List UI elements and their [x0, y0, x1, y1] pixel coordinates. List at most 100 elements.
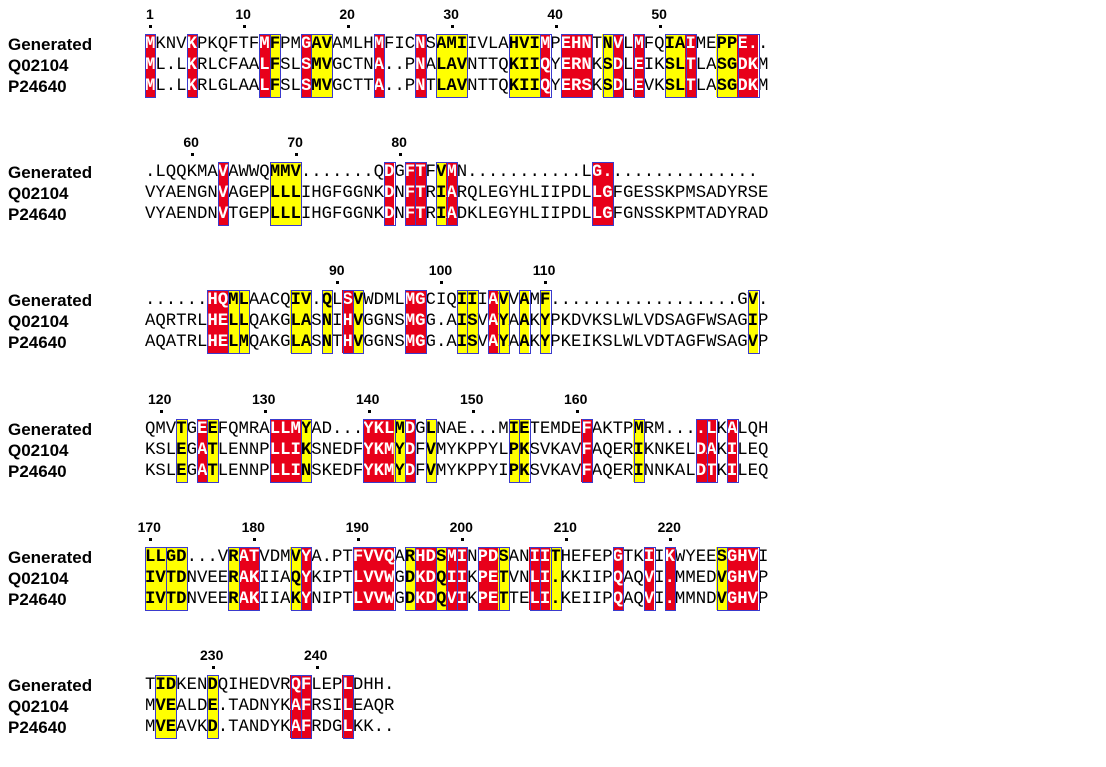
residue: K: [186, 76, 197, 97]
residue: K: [456, 441, 468, 460]
alignment-block: 170 180 190 200 210 220 Generated LLGD...VRATVD…: [0, 519, 1106, 639]
residue: D: [571, 184, 582, 203]
residue: E: [165, 717, 177, 738]
residue: L: [529, 568, 540, 589]
residue: Y: [363, 461, 374, 482]
residue: V: [747, 332, 759, 353]
residue: .: [602, 291, 613, 310]
residue: I: [539, 568, 551, 589]
residue: S: [311, 441, 322, 460]
residue: L: [581, 184, 592, 203]
residue: G: [394, 569, 405, 588]
residue: I: [529, 547, 540, 568]
residue: L: [498, 441, 509, 460]
residue: K: [290, 589, 301, 610]
residue: T: [550, 547, 561, 568]
residue: T: [352, 77, 364, 96]
residue: N: [519, 569, 530, 588]
residue: S: [716, 333, 727, 352]
residue: L: [529, 184, 540, 203]
residue: E: [248, 676, 260, 695]
residue: .: [571, 163, 582, 182]
residue: S: [342, 290, 353, 311]
residue: A: [508, 312, 520, 331]
residue: .: [622, 291, 634, 310]
residue: H: [311, 184, 322, 203]
residue: T: [228, 718, 239, 737]
residue: R: [228, 589, 239, 610]
residue: N: [467, 548, 478, 567]
residue: I: [519, 76, 530, 97]
residue: A: [446, 183, 457, 204]
residue: N: [394, 205, 405, 224]
residue: N: [196, 676, 208, 695]
residue: E: [228, 462, 239, 481]
residue: A: [248, 77, 260, 96]
residue: L: [435, 55, 447, 76]
residue: .: [737, 163, 748, 182]
residue: .: [498, 163, 509, 182]
residue: V: [747, 568, 759, 589]
residue: H: [363, 676, 374, 695]
residue: K: [716, 441, 727, 460]
residue: .: [467, 163, 478, 182]
residue: I: [321, 590, 333, 609]
sequence-name: P24640: [8, 77, 67, 96]
residue: .: [695, 291, 707, 310]
residue: Y: [363, 440, 374, 461]
residue: D: [321, 718, 333, 737]
residue: A: [560, 441, 572, 460]
residue: K: [571, 569, 582, 588]
residue: G: [415, 420, 426, 439]
residue: G: [737, 312, 748, 331]
residue: M: [654, 420, 665, 439]
residue: A: [176, 697, 187, 716]
residue: A: [726, 333, 738, 352]
residue: E: [747, 441, 759, 460]
residue: V: [373, 589, 385, 610]
residue: .: [539, 163, 551, 182]
residue: Q: [633, 590, 644, 609]
residue: F: [404, 204, 416, 225]
residue: E: [487, 589, 499, 610]
residue: L: [477, 205, 488, 224]
residue: P: [602, 569, 613, 588]
residue: A: [145, 333, 156, 352]
residue: K: [321, 462, 333, 481]
residue: L: [612, 333, 623, 352]
residue: F: [695, 333, 707, 352]
residue: D: [342, 462, 353, 481]
residue: I: [456, 34, 468, 55]
residue: A: [238, 568, 249, 589]
residue: V: [363, 547, 374, 568]
residue: K: [591, 333, 603, 352]
residue: E: [633, 184, 644, 203]
residue: V: [716, 568, 727, 589]
residue: A: [363, 697, 374, 716]
residue: T: [238, 35, 249, 54]
residue: .: [716, 163, 727, 182]
residue: P: [508, 440, 520, 461]
position-tick: [450, 25, 454, 28]
residue: V: [716, 589, 727, 610]
residue: T: [706, 461, 717, 482]
residue: A: [238, 589, 249, 610]
residue: L: [217, 462, 229, 481]
residue: E: [207, 419, 218, 440]
residue: M: [758, 77, 769, 96]
residue: K: [186, 163, 197, 182]
residue: .: [758, 291, 769, 310]
residue: T: [415, 183, 426, 204]
residue: M: [145, 718, 156, 737]
residue: A: [228, 184, 239, 203]
residue: G: [238, 184, 249, 203]
residue: M: [280, 162, 291, 183]
residue: H: [373, 676, 385, 695]
residue: D: [176, 568, 187, 589]
position-tick: [211, 666, 215, 669]
residue: F: [248, 35, 260, 54]
residue: V: [165, 420, 177, 439]
residue: G: [415, 290, 426, 311]
residue: S: [529, 462, 540, 481]
residue: G: [186, 441, 197, 460]
